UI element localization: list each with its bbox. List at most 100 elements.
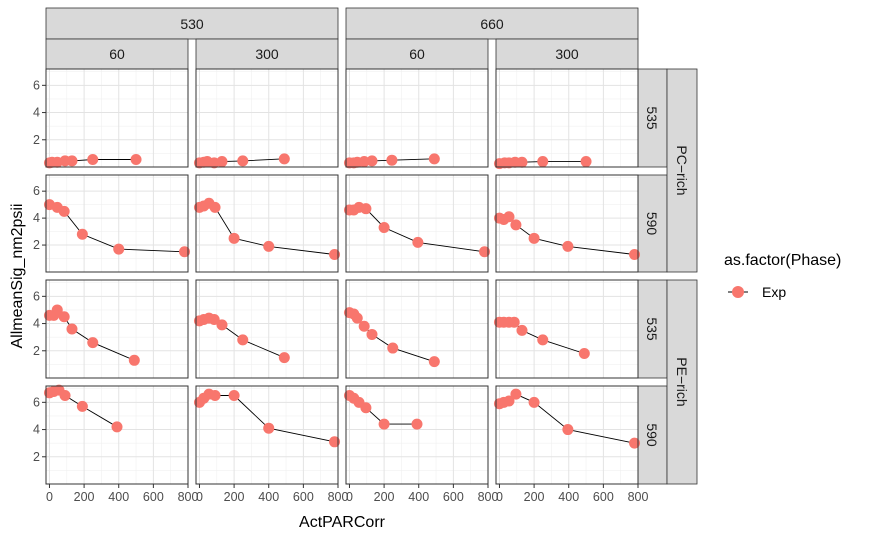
facet-panel: [343, 174, 491, 273]
x-tick-label: 200: [374, 490, 395, 504]
data-point: [516, 156, 528, 168]
data-point: [428, 153, 440, 165]
panel-background: [196, 386, 338, 484]
x-tick-label: 0: [196, 490, 203, 504]
x-tick-label: 800: [178, 490, 199, 504]
x-tick-label: 800: [628, 490, 649, 504]
panel-background: [46, 69, 188, 167]
y-tick-label: 6: [33, 78, 40, 92]
row-strip-inner-label: 590: [644, 423, 660, 447]
data-point: [237, 155, 249, 167]
data-point: [503, 395, 515, 407]
y-tick-label: 6: [33, 289, 40, 303]
panel-border: [195, 174, 339, 273]
data-point: [209, 390, 221, 402]
x-tick-label: 400: [558, 490, 579, 504]
data-point: [66, 155, 78, 167]
data-point: [537, 334, 549, 346]
col-strip-top-bg: [345, 7, 639, 40]
panel-background: [196, 175, 338, 272]
data-point: [378, 418, 390, 430]
data-point: [360, 402, 372, 414]
data-point: [87, 337, 99, 349]
data-point: [578, 348, 590, 359]
data-point: [58, 311, 70, 323]
x-tick-label: 400: [408, 490, 429, 504]
data-point: [329, 436, 341, 448]
x-axis-title: ActPARCorr: [299, 514, 386, 531]
data-point: [237, 334, 249, 346]
data-point: [51, 304, 63, 316]
panel-border: [495, 68, 639, 168]
facet-panel: [193, 385, 341, 485]
data-point: [508, 316, 520, 328]
data-point: [59, 390, 71, 402]
panel-background: [46, 386, 188, 484]
legend: as.factor(Phase) Exp: [724, 252, 841, 300]
col-strip-sub-bg: [495, 38, 639, 70]
x-tick-label: 0: [496, 490, 503, 504]
y-tick-label: 4: [33, 317, 40, 331]
data-point: [503, 211, 515, 223]
data-point: [113, 243, 125, 255]
panel-background: [46, 175, 188, 272]
facet-panel: [493, 174, 641, 273]
y-tick-label: 6: [33, 184, 40, 198]
facet-panel: [493, 279, 639, 379]
panel-border: [195, 68, 339, 168]
data-point: [411, 418, 423, 430]
legend-title: as.factor(Phase): [724, 252, 841, 269]
data-point: [87, 154, 99, 166]
facet-panel: [343, 68, 489, 169]
data-point: [76, 228, 88, 240]
panel-border: [195, 279, 339, 379]
facet-panel: [43, 279, 189, 379]
facet-panel: [193, 279, 339, 379]
row-strips: 535 590 535 590 PC−rich PE−rich: [637, 68, 698, 485]
data-point: [228, 390, 240, 402]
panel-background: [496, 69, 638, 167]
data-point: [528, 232, 540, 244]
col-strip-sub-label: 300: [255, 46, 279, 62]
row-strip-outer-bg: [666, 68, 698, 273]
row-strip-inner-label: 590: [644, 212, 660, 236]
data-point: [58, 205, 70, 217]
data-point: [479, 246, 491, 258]
facet-panel: [343, 385, 489, 485]
x-tick-label: 0: [346, 490, 353, 504]
panel-background: [196, 69, 338, 167]
panel-border: [495, 279, 639, 379]
panel-border: [195, 385, 339, 485]
data-point: [208, 313, 220, 325]
panel-background: [346, 69, 488, 167]
row-strip-outer-label: PC−rich: [674, 145, 690, 195]
y-tick-label: 4: [33, 211, 40, 225]
data-point: [412, 236, 424, 248]
x-tick-label: 600: [443, 490, 464, 504]
data-point: [516, 324, 528, 336]
data-point: [562, 424, 574, 436]
panel-border: [45, 174, 189, 273]
legend-entry-label: Exp: [762, 284, 786, 300]
x-tick-label: 400: [108, 490, 129, 504]
row-strip-outer-label: PE−rich: [674, 357, 690, 406]
x-tick-label: 600: [593, 490, 614, 504]
panel-background: [346, 175, 488, 272]
col-strip-top-label: 530: [180, 16, 204, 32]
row-strip-inner-label: 535: [644, 106, 660, 130]
data-point: [358, 320, 370, 332]
y-tick-label: 4: [33, 106, 40, 120]
data-point: [179, 246, 191, 258]
data-point: [209, 201, 221, 213]
y-tick-label: 2: [33, 238, 40, 252]
data-point: [66, 323, 78, 335]
data-point: [128, 354, 140, 366]
facet-panel: [493, 385, 641, 485]
facet-panel: [493, 68, 639, 170]
col-strip-sub-label: 60: [409, 46, 425, 62]
facet-panel: [43, 68, 189, 169]
x-tick-label: 600: [143, 490, 164, 504]
data-point: [378, 222, 390, 234]
